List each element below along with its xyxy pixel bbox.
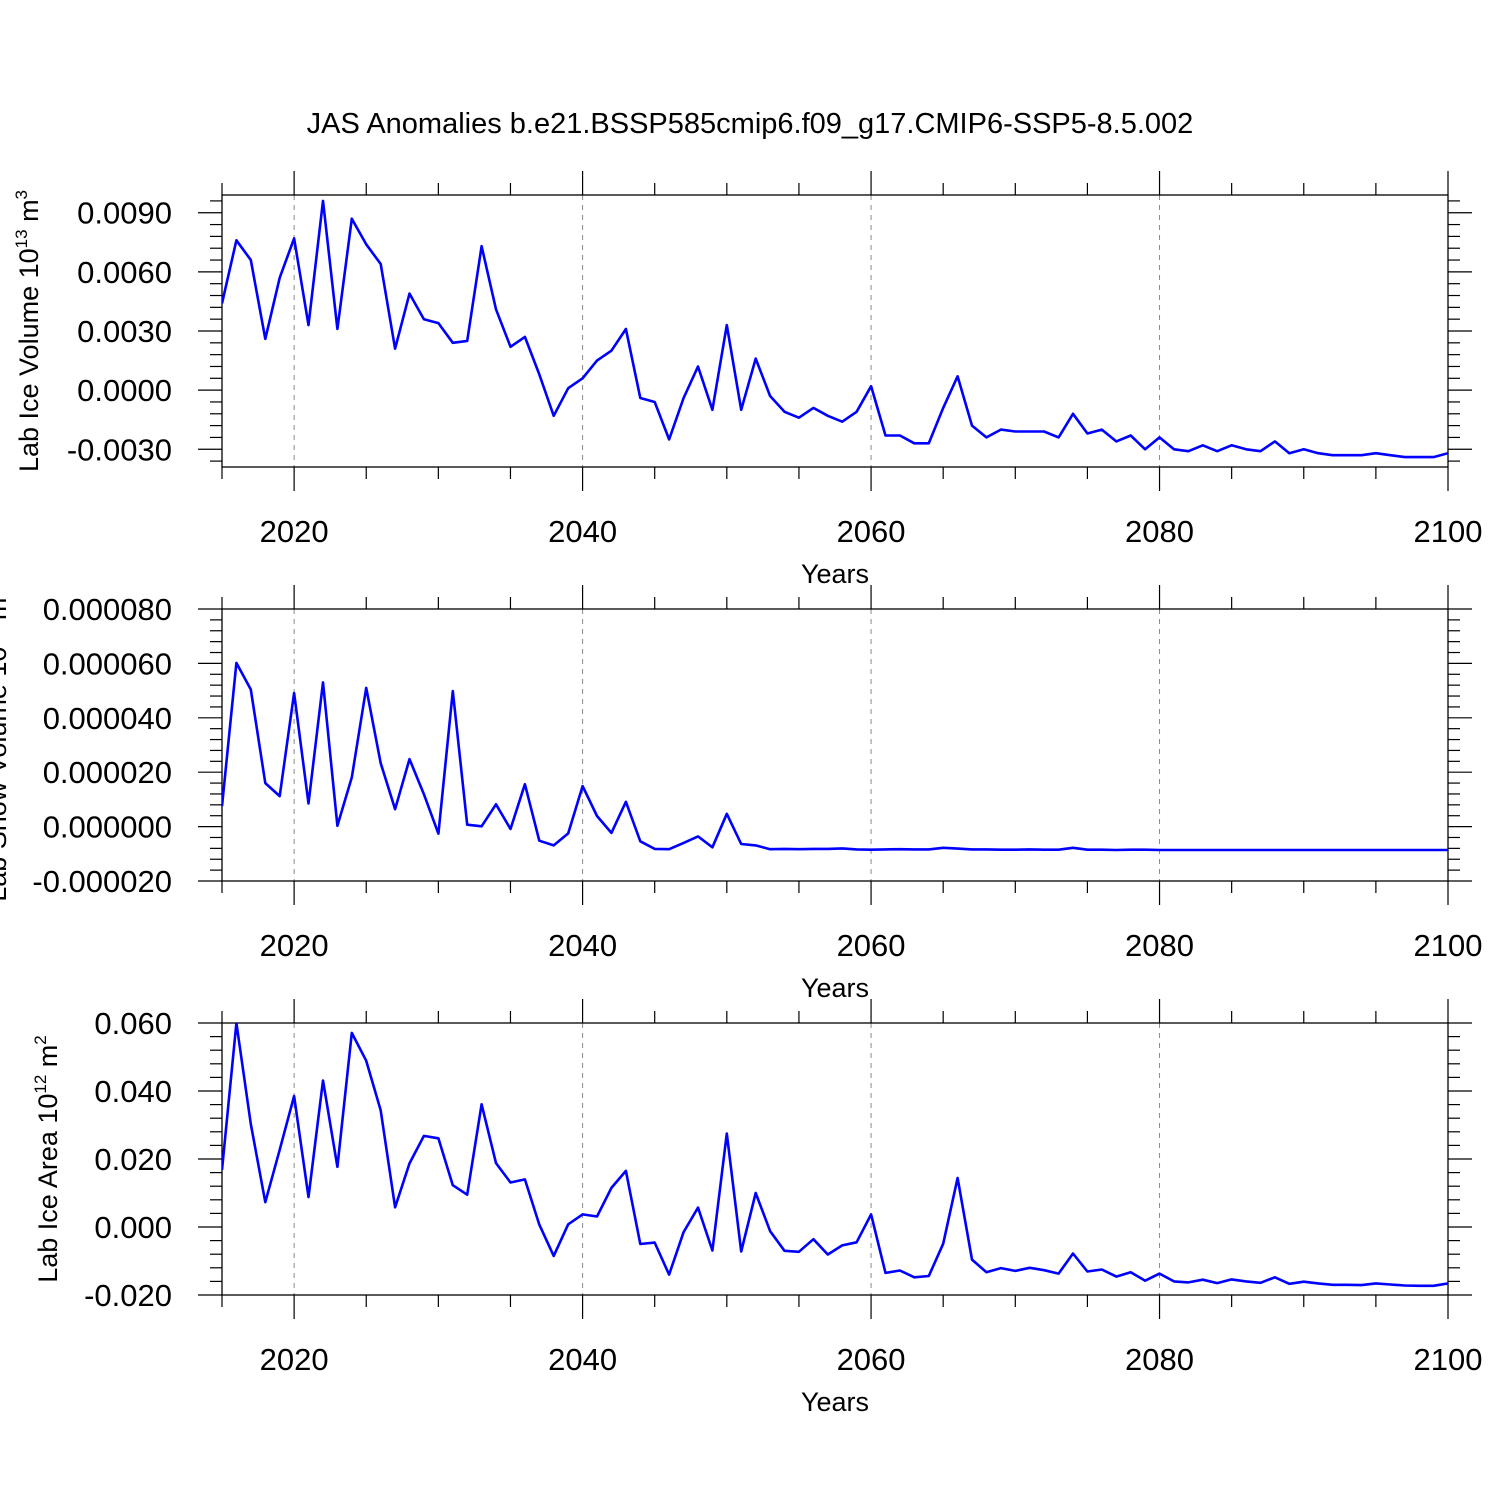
y-tick-label: 0.0090 [77, 196, 172, 231]
y-tick-label: -0.020 [84, 1278, 172, 1313]
x-tick-label: 2040 [548, 514, 617, 549]
y-tick-label: 0.000 [94, 1210, 172, 1245]
x-axis-label: Years [801, 1387, 869, 1417]
x-tick-label: 2060 [837, 928, 906, 963]
y-tick-label: 0.000020 [43, 755, 172, 790]
x-tick-label: 2020 [260, 1342, 329, 1377]
x-tick-label: 2080 [1125, 514, 1194, 549]
y-axis-label: Lab Ice Area 1012 m2 [31, 1035, 63, 1283]
y-tick-label: 0.0000 [77, 373, 172, 408]
x-tick-label: 2100 [1414, 928, 1483, 963]
y-tick-label: 0.060 [94, 1006, 172, 1041]
figure-title: JAS Anomalies b.e21.BSSP585cmip6.f09_g17… [307, 108, 1194, 140]
y-tick-label: 0.040 [94, 1074, 172, 1109]
y-tick-label: -0.000020 [32, 864, 172, 899]
y-tick-label: 0.0060 [77, 255, 172, 290]
series-line [222, 199, 1448, 459]
y-tick-label: 0.000000 [43, 810, 172, 845]
x-tick-label: 2020 [260, 514, 329, 549]
series-line [222, 1023, 1448, 1288]
x-tick-label: 2080 [1125, 1342, 1194, 1377]
y-tick-label: 0.0030 [77, 314, 172, 349]
x-tick-label: 2040 [548, 1342, 617, 1377]
x-tick-label: 2020 [260, 928, 329, 963]
y-tick-label: -0.0030 [67, 432, 172, 467]
y-tick-label: 0.020 [94, 1142, 172, 1177]
x-tick-label: 2100 [1414, 1342, 1483, 1377]
y-tick-label: 0.000060 [43, 646, 172, 681]
series-line [222, 661, 1448, 852]
chart-panel-2: -0.000020 0.000000 0.000020 0.000040 0.00006… [0, 585, 1482, 1003]
plot-frame [221, 608, 1449, 882]
panels: -0.0030 0.0000 0.0030 0.0060 0.0090 2020 2040 2… [0, 171, 1482, 1417]
y-tick-label: 0.000080 [43, 592, 172, 627]
x-tick-label: 2080 [1125, 928, 1194, 963]
x-axis-label: Years [801, 973, 869, 1003]
y-axis-label: Lab Ice Volume 1013 m3 [12, 190, 44, 472]
x-tick-label: 2100 [1414, 514, 1483, 549]
y-axis-label: Lab Snow Volume 1013 m3 [0, 588, 12, 902]
x-tick-label: 2060 [837, 514, 906, 549]
x-tick-label: 2040 [548, 928, 617, 963]
y-tick-label: 0.000040 [43, 701, 172, 736]
chart-panel-1: -0.0030 0.0000 0.0030 0.0060 0.0090 2020 2040 2… [12, 171, 1482, 589]
x-axis-label: Years [801, 559, 869, 589]
x-tick-label: 2060 [837, 1342, 906, 1377]
chart-panel-3: -0.020 0.000 0.020 0.040 0.060 2020 2040 2060 20… [31, 999, 1482, 1417]
